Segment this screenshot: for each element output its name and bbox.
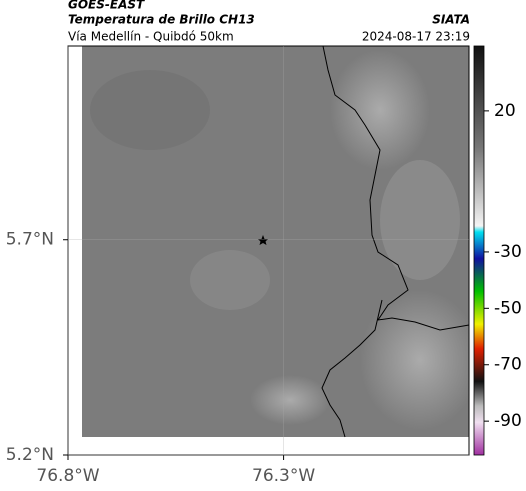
colorbar-tick-label: -70 xyxy=(494,355,522,375)
colorbar-tick-label: 20 xyxy=(494,101,516,121)
satellite-image xyxy=(82,45,480,438)
y-tick-label: 5.2°N xyxy=(6,445,54,465)
x-tick-label: 76.3°W xyxy=(252,466,315,486)
colorbar-tick-label: -30 xyxy=(494,242,522,262)
satellite-name: GOES-EAST xyxy=(68,0,145,12)
colorbar-tick-label: -90 xyxy=(494,411,522,431)
location-star xyxy=(258,235,268,245)
x-tick-label: 76.8°W xyxy=(36,466,99,486)
y-tick-label: 5.7°N xyxy=(6,230,54,250)
product-name: Temperatura de Brillo CH13 xyxy=(68,13,255,27)
organization: SIATA xyxy=(432,13,470,27)
colorbar-tick-label: -50 xyxy=(494,298,522,318)
timestamp: 2024-08-17 23:19 xyxy=(362,30,470,44)
route: Vía Medellín - Quibdó 50km xyxy=(68,30,234,44)
colorbar xyxy=(473,45,485,456)
